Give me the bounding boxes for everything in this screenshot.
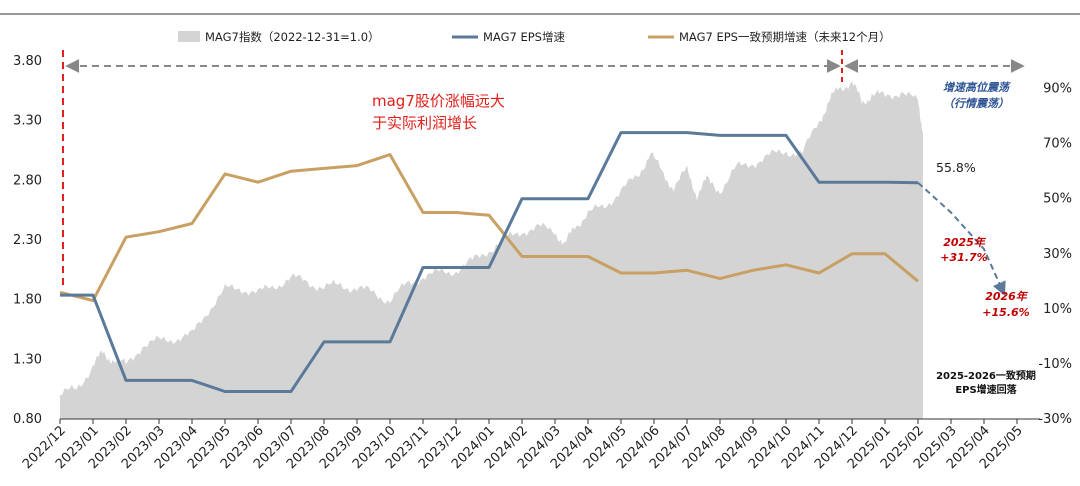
left-tick-label: 3.30	[13, 114, 42, 129]
main-note-line1: mag7股价涨幅远大	[372, 92, 505, 110]
legend: MAG7指数（2022-12-31=1.0） MAG7 EPS增速 MAG7 E…	[178, 30, 891, 44]
forecast-2025-value: +31.7%	[940, 251, 987, 264]
high-note-line1: 增速高位震荡	[943, 81, 1011, 94]
main-note-line2: 于实际利润增长	[372, 114, 477, 132]
consensus-eps-line	[59, 153, 919, 303]
right-tick-label: 90%	[1043, 82, 1072, 97]
right-tick-label: 50%	[1043, 192, 1072, 207]
left-tick-label: 3.80	[13, 54, 42, 69]
index-area	[60, 81, 923, 419]
pullback-note-line1: 2025-2026一致预期	[936, 369, 1036, 382]
right-tick-label: 10%	[1043, 302, 1072, 317]
legend-swatch-index	[178, 31, 200, 42]
forecast-2025-year: 2025年	[943, 236, 987, 249]
pullback-note-line2: EPS增速回落	[955, 383, 1017, 396]
eps-growth-line	[60, 131, 919, 393]
right-tick-label: 70%	[1043, 137, 1072, 152]
left-tick-label: 0.80	[13, 412, 42, 427]
left-tick-label: 1.30	[13, 352, 42, 367]
right-tick-label: -10%	[1038, 357, 1072, 372]
left-tick-label: 2.30	[13, 233, 42, 248]
legend-label-eps: MAG7 EPS增速	[483, 30, 565, 44]
forecast-eps-line	[917, 181, 1006, 296]
legend-label-consensus: MAG7 EPS一致预期增速（未来12个月）	[679, 30, 891, 44]
right-tick-label: -30%	[1038, 412, 1072, 427]
forecast-2026-value: +15.6%	[982, 306, 1029, 319]
left-tick-label: 2.80	[13, 173, 42, 188]
forecast-2026-year: 2026年	[985, 290, 1029, 303]
series-lines	[59, 131, 1006, 393]
right-tick-label: 30%	[1043, 247, 1072, 262]
legend-label-index: MAG7指数（2022-12-31=1.0）	[205, 30, 380, 44]
left-tick-label: 1.80	[13, 293, 42, 308]
last-eps-label: 55.8%	[936, 160, 976, 175]
high-note-line2: （行情震荡）	[943, 97, 1009, 110]
index-area-layer	[60, 81, 923, 419]
